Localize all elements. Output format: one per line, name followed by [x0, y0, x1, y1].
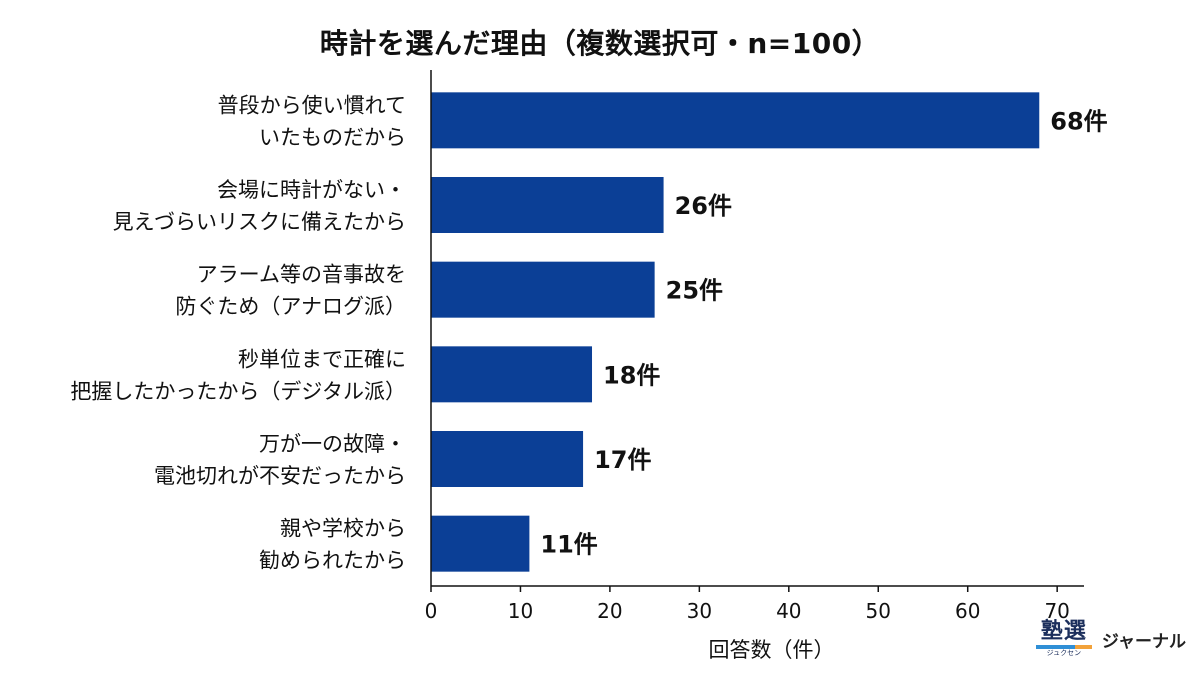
category-label: 万が一の故障・ — [259, 432, 406, 456]
brand-name: ジャーナル — [1101, 631, 1186, 652]
x-tick-label: 50 — [866, 599, 891, 623]
bar-value-label: 11件 — [540, 531, 597, 559]
brand-mark: 塾選 ジュクセン — [1035, 619, 1092, 657]
category-label: 見えづらいリスクに備えたから — [113, 210, 406, 234]
brand-logo: 塾選 ジュクセン ジャーナル — [1035, 619, 1186, 657]
brand-logo-subtext: ジュクセン — [1046, 649, 1082, 657]
category-label: 防ぐため（アナログ派） — [175, 295, 406, 319]
brand-logo-text: 塾選 — [1040, 619, 1087, 644]
category-label: アラーム等の音事故を — [197, 263, 406, 287]
category-label: いたものだから — [259, 125, 406, 149]
x-tick-label: 70 — [1044, 599, 1069, 623]
bar — [431, 346, 593, 403]
category-label: 電池切れが不安だったから — [154, 464, 406, 488]
x-axis-title: 回答数（件） — [709, 638, 835, 662]
category-label: 親や学校から — [280, 517, 406, 541]
category-label: 把握したかったから（デジタル派） — [70, 379, 406, 403]
chart-title: 時計を選んだ理由（複数選択可・n=100） — [319, 27, 881, 60]
category-label: 普段から使い慣れて — [218, 93, 406, 117]
x-tick-label: 40 — [776, 599, 801, 623]
bar-value-label: 25件 — [666, 277, 723, 305]
bar-value-label: 68件 — [1050, 107, 1107, 135]
category-label: 秒単位まで正確に — [238, 347, 406, 371]
bar — [431, 177, 664, 233]
x-tick-label: 10 — [508, 599, 533, 623]
x-tick-label: 0 — [425, 599, 438, 623]
category-label: 勧められたから — [259, 549, 406, 573]
category-label: 会場に時計がない・ — [217, 178, 406, 202]
x-tick-label: 60 — [955, 599, 980, 623]
bar-value-label: 26件 — [675, 192, 732, 220]
bar — [431, 431, 584, 487]
bar — [431, 515, 530, 572]
bar-value-label: 17件 — [594, 446, 651, 474]
bar — [431, 92, 1040, 149]
x-tick-label: 20 — [597, 599, 622, 623]
bar-value-label: 18件 — [603, 361, 660, 389]
bar — [431, 261, 655, 318]
brand-stripe — [1035, 645, 1092, 649]
x-tick-label: 30 — [687, 599, 712, 623]
